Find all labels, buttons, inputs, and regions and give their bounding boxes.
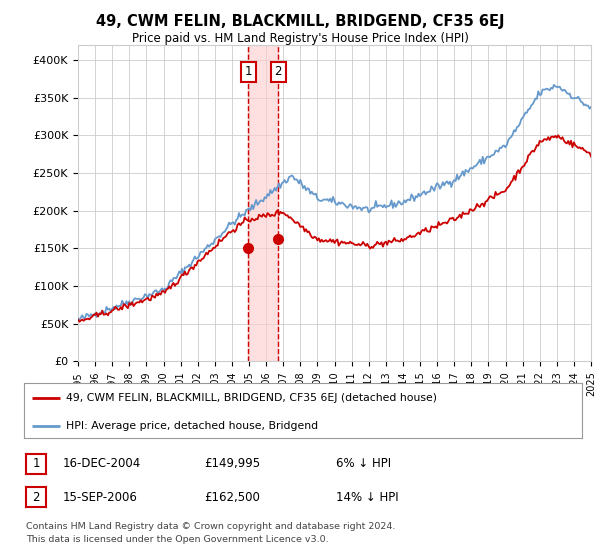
Text: 15-SEP-2006: 15-SEP-2006 [63,491,138,504]
Text: £162,500: £162,500 [204,491,260,504]
Text: Contains HM Land Registry data © Crown copyright and database right 2024.: Contains HM Land Registry data © Crown c… [26,522,396,531]
Text: This data is licensed under the Open Government Licence v3.0.: This data is licensed under the Open Gov… [26,535,329,544]
Text: 16-DEC-2004: 16-DEC-2004 [63,457,141,470]
Text: Price paid vs. HM Land Registry's House Price Index (HPI): Price paid vs. HM Land Registry's House … [131,32,469,45]
Text: 6% ↓ HPI: 6% ↓ HPI [336,457,391,470]
Text: 1: 1 [32,457,40,470]
Text: 14% ↓ HPI: 14% ↓ HPI [336,491,398,504]
Bar [248,45,278,361]
Text: 49, CWM FELIN, BLACKMILL, BRIDGEND, CF35 6EJ (detached house): 49, CWM FELIN, BLACKMILL, BRIDGEND, CF35… [66,394,437,403]
Text: £149,995: £149,995 [204,457,260,470]
Text: 1: 1 [245,65,252,78]
Text: HPI: Average price, detached house, Bridgend: HPI: Average price, detached house, Brid… [66,421,318,431]
Text: 49, CWM FELIN, BLACKMILL, BRIDGEND, CF35 6EJ: 49, CWM FELIN, BLACKMILL, BRIDGEND, CF35… [96,14,504,29]
Text: 2: 2 [32,491,40,504]
Text: 2: 2 [274,65,282,78]
